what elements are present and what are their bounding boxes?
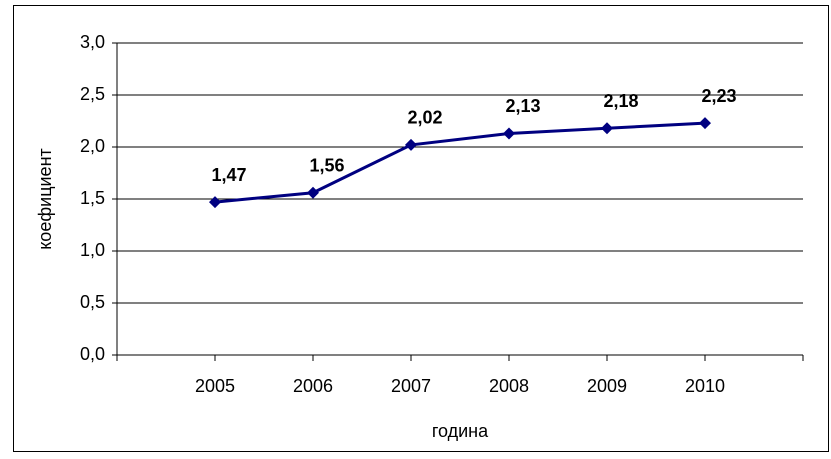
y-tick-label: 1,0 [80,240,105,260]
marker [209,196,221,209]
x-tick-label: 2005 [195,376,235,396]
marker [503,127,515,140]
data-label: 1,56 [309,156,344,176]
marker [307,186,319,199]
data-label: 2,23 [701,86,736,106]
data-label: 2,13 [505,96,540,116]
y-axis-label: коефициент [35,148,55,250]
x-tick-label: 2009 [587,376,627,396]
marker [699,117,711,130]
data-label: 2,18 [603,91,638,111]
x-tick-label: 2008 [489,376,529,396]
y-tick-label: 0,0 [80,344,105,364]
y-tick-label: 3,0 [80,32,105,52]
data-label: 1,47 [211,165,246,185]
y-tick-label: 2,5 [80,84,105,104]
x-axis-label: година [432,421,489,441]
x-tick-label: 2010 [685,376,725,396]
y-tick-label: 2,0 [80,136,105,156]
y-tick-label: 1,5 [80,188,105,208]
line [214,121,706,204]
marker [405,138,417,151]
data-label: 2,02 [407,108,442,128]
x-tick-label: 2006 [293,376,333,396]
marker [601,122,613,135]
x-tick-label: 2007 [391,376,431,396]
y-tick-label: 0,5 [80,292,105,312]
chart-border [13,5,829,452]
